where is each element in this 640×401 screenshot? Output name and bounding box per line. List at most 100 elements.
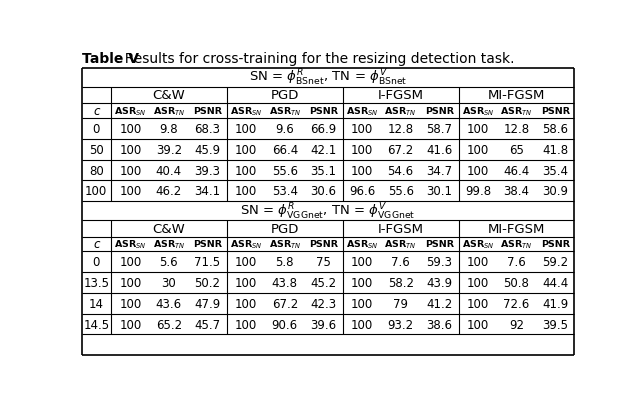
Text: 100: 100 <box>119 276 141 289</box>
Text: 30: 30 <box>161 276 176 289</box>
Text: 100: 100 <box>467 123 489 136</box>
Text: 39.5: 39.5 <box>542 318 568 331</box>
Text: 67.2: 67.2 <box>388 144 414 156</box>
Text: 35.4: 35.4 <box>542 164 568 177</box>
Text: PSNR: PSNR <box>309 240 338 249</box>
Text: 41.6: 41.6 <box>426 144 452 156</box>
Text: 99.8: 99.8 <box>465 185 491 198</box>
Text: 55.6: 55.6 <box>272 164 298 177</box>
Text: 50: 50 <box>89 144 104 156</box>
Text: 100: 100 <box>235 185 257 198</box>
Text: 12.8: 12.8 <box>388 123 413 136</box>
Text: 100: 100 <box>351 123 373 136</box>
Text: 45.2: 45.2 <box>310 276 337 289</box>
Text: 5.8: 5.8 <box>276 255 294 269</box>
Text: ASR$_{SN}$: ASR$_{SN}$ <box>346 105 378 118</box>
Text: c: c <box>93 238 100 251</box>
Text: 100: 100 <box>467 144 489 156</box>
Text: PSNR: PSNR <box>541 107 570 116</box>
Text: 93.2: 93.2 <box>388 318 413 331</box>
Text: 59.2: 59.2 <box>542 255 568 269</box>
Text: 65.2: 65.2 <box>156 318 182 331</box>
Text: 100: 100 <box>467 276 489 289</box>
Text: 100: 100 <box>119 185 141 198</box>
Text: MI-FGSM: MI-FGSM <box>488 89 545 102</box>
Text: ASR$_{TN}$: ASR$_{TN}$ <box>500 105 532 118</box>
Text: ASR$_{TN}$: ASR$_{TN}$ <box>269 238 301 251</box>
Text: 100: 100 <box>235 123 257 136</box>
Text: ASR$_{SN}$: ASR$_{SN}$ <box>230 238 262 251</box>
Text: 46.4: 46.4 <box>504 164 530 177</box>
Text: SN = $\phi^R_{\mathrm{VGGnet}}$, TN = $\phi^V_{\mathrm{VGGnet}}$: SN = $\phi^R_{\mathrm{VGGnet}}$, TN = $\… <box>241 201 415 221</box>
Text: 9.8: 9.8 <box>159 123 179 136</box>
Text: 30.1: 30.1 <box>426 185 452 198</box>
Text: 55.6: 55.6 <box>388 185 413 198</box>
Text: 71.5: 71.5 <box>195 255 221 269</box>
Text: 53.4: 53.4 <box>272 185 298 198</box>
Text: 100: 100 <box>119 144 141 156</box>
Text: ASR$_{SN}$: ASR$_{SN}$ <box>114 238 147 251</box>
Text: 100: 100 <box>235 276 257 289</box>
Text: 42.1: 42.1 <box>310 144 337 156</box>
Text: 100: 100 <box>351 318 373 331</box>
Text: 100: 100 <box>235 144 257 156</box>
Text: ASR$_{TN}$: ASR$_{TN}$ <box>385 238 417 251</box>
Text: 100: 100 <box>235 318 257 331</box>
Text: 100: 100 <box>235 164 257 177</box>
Text: 92: 92 <box>509 318 524 331</box>
Text: PSNR: PSNR <box>541 240 570 249</box>
Text: 100: 100 <box>467 164 489 177</box>
Text: 58.2: 58.2 <box>388 276 413 289</box>
Text: 42.3: 42.3 <box>310 297 337 310</box>
Text: 14.5: 14.5 <box>83 318 109 331</box>
Text: 66.9: 66.9 <box>310 123 337 136</box>
Text: 39.3: 39.3 <box>195 164 221 177</box>
Text: 100: 100 <box>235 255 257 269</box>
Text: 43.6: 43.6 <box>156 297 182 310</box>
Text: I-FGSM: I-FGSM <box>378 222 424 235</box>
Text: ASR$_{SN}$: ASR$_{SN}$ <box>114 105 147 118</box>
Text: . Results for cross-training for the resizing detection task.: . Results for cross-training for the res… <box>116 52 515 66</box>
Text: 9.6: 9.6 <box>275 123 294 136</box>
Text: 65: 65 <box>509 144 524 156</box>
Text: 34.1: 34.1 <box>195 185 221 198</box>
Text: ASR$_{TN}$: ASR$_{TN}$ <box>269 105 301 118</box>
Text: Table V: Table V <box>83 52 140 66</box>
Text: PSNR: PSNR <box>425 240 454 249</box>
Text: 40.4: 40.4 <box>156 164 182 177</box>
Text: 38.6: 38.6 <box>426 318 452 331</box>
Text: 100: 100 <box>351 144 373 156</box>
Text: PSNR: PSNR <box>309 107 338 116</box>
Text: 75: 75 <box>316 255 331 269</box>
Text: 67.2: 67.2 <box>271 297 298 310</box>
Text: PGD: PGD <box>271 222 299 235</box>
Text: 100: 100 <box>351 164 373 177</box>
Text: 100: 100 <box>119 318 141 331</box>
Text: PSNR: PSNR <box>193 240 222 249</box>
Text: ASR$_{TN}$: ASR$_{TN}$ <box>500 238 532 251</box>
Text: 47.9: 47.9 <box>195 297 221 310</box>
Text: 45.9: 45.9 <box>195 144 221 156</box>
Text: 100: 100 <box>351 297 373 310</box>
Text: 100: 100 <box>351 276 373 289</box>
Text: 39.6: 39.6 <box>310 318 337 331</box>
Text: 41.2: 41.2 <box>426 297 452 310</box>
Text: 50.2: 50.2 <box>195 276 221 289</box>
Text: 58.7: 58.7 <box>426 123 452 136</box>
Text: 41.8: 41.8 <box>542 144 568 156</box>
Text: 7.6: 7.6 <box>507 255 526 269</box>
Text: 45.7: 45.7 <box>195 318 221 331</box>
Text: 5.6: 5.6 <box>159 255 179 269</box>
Text: 12.8: 12.8 <box>504 123 529 136</box>
Text: 100: 100 <box>119 164 141 177</box>
Text: 38.4: 38.4 <box>504 185 529 198</box>
Text: 100: 100 <box>119 297 141 310</box>
Text: 35.1: 35.1 <box>310 164 337 177</box>
Text: ASR$_{TN}$: ASR$_{TN}$ <box>153 105 185 118</box>
Text: ASR$_{SN}$: ASR$_{SN}$ <box>230 105 262 118</box>
Text: 44.4: 44.4 <box>542 276 568 289</box>
Text: 54.6: 54.6 <box>388 164 413 177</box>
Text: ASR$_{SN}$: ASR$_{SN}$ <box>461 238 494 251</box>
Text: 100: 100 <box>351 255 373 269</box>
Text: 7.6: 7.6 <box>391 255 410 269</box>
